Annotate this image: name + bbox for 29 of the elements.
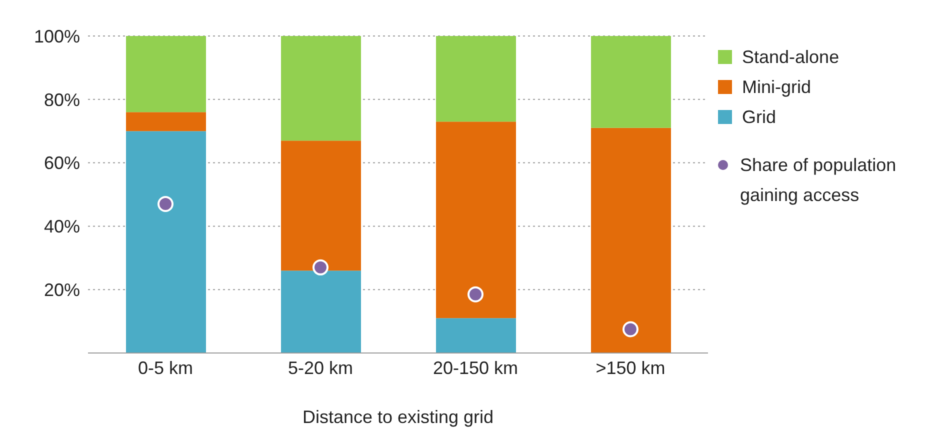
bar	[436, 36, 516, 122]
x-axis-title: Distance to existing grid	[302, 407, 494, 427]
bar	[126, 131, 206, 353]
legend-label: Stand-alone	[742, 46, 840, 68]
legend-label: Mini-grid	[742, 76, 812, 98]
bar	[126, 36, 206, 112]
y-tick-label: 40%	[44, 216, 80, 237]
bar	[436, 318, 516, 353]
bar	[281, 36, 361, 141]
bar	[281, 140, 361, 271]
x-tick-label: 0-5 km	[138, 358, 194, 378]
y-tick-label: 100%	[34, 26, 80, 46]
x-tick-label: 5-20 km	[288, 358, 354, 378]
legend-label: Grid	[742, 106, 776, 128]
y-tick-label: 80%	[44, 90, 80, 110]
point	[158, 196, 174, 212]
point	[312, 259, 328, 276]
point	[468, 286, 484, 302]
bar	[591, 128, 671, 353]
y-tick-label: 20%	[44, 280, 80, 300]
bar	[436, 122, 516, 318]
x-tick-label: >150 km	[596, 358, 666, 378]
legend-label: Share of population gaining access	[740, 154, 898, 207]
bar	[126, 112, 206, 132]
point	[622, 321, 638, 338]
bar	[591, 36, 671, 128]
x-tick-label: 20-150 km	[432, 358, 518, 378]
y-tick-label: 60%	[44, 153, 80, 174]
bar	[281, 270, 361, 353]
